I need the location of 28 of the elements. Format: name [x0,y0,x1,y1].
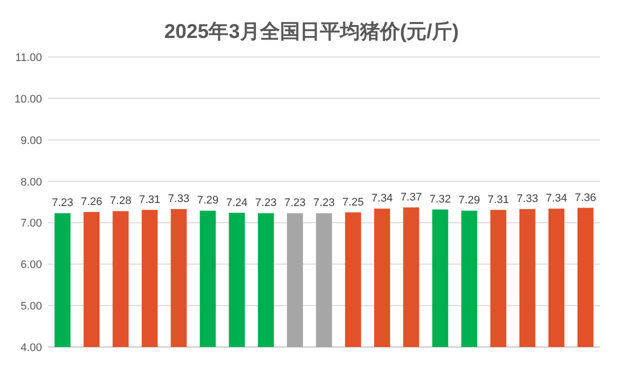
y-tick-label: 10.00 [14,93,42,106]
y-tick-label: 8.00 [20,176,42,188]
data-label: 7.33 [168,193,190,206]
data-label: 7.26 [80,196,102,208]
data-label: 7.31 [488,194,510,206]
data-label: 7.23 [52,197,74,210]
y-tick-label: 7.00 [20,218,42,230]
data-label: 7.36 [574,192,596,204]
y-tick-label: 6.00 [20,259,42,272]
data-label: 7.34 [371,192,393,205]
data-label: 7.23 [255,197,277,210]
data-label: 7.25 [342,196,364,208]
data-label: 7.24 [226,196,248,209]
y-tick-label: 5.00 [20,300,42,313]
data-label: 7.23 [284,197,306,210]
data-label: 7.23 [313,197,335,210]
data-label: 7.31 [138,194,160,206]
data-label: 7.33 [516,193,538,206]
data-label: 7.37 [400,191,422,204]
data-label: 7.34 [546,192,568,205]
data-label: 7.32 [430,193,451,206]
data-label: 7.29 [197,194,218,207]
y-tick-label: 11.00 [15,52,42,64]
data-label: 7.28 [110,195,132,208]
chart-title: 2025年3月全国日平均猪价(元/斤) [164,20,459,43]
data-label: 7.29 [458,194,480,207]
y-tick-label: 9.00 [20,134,42,147]
y-tick-label: 4.00 [20,342,42,354]
